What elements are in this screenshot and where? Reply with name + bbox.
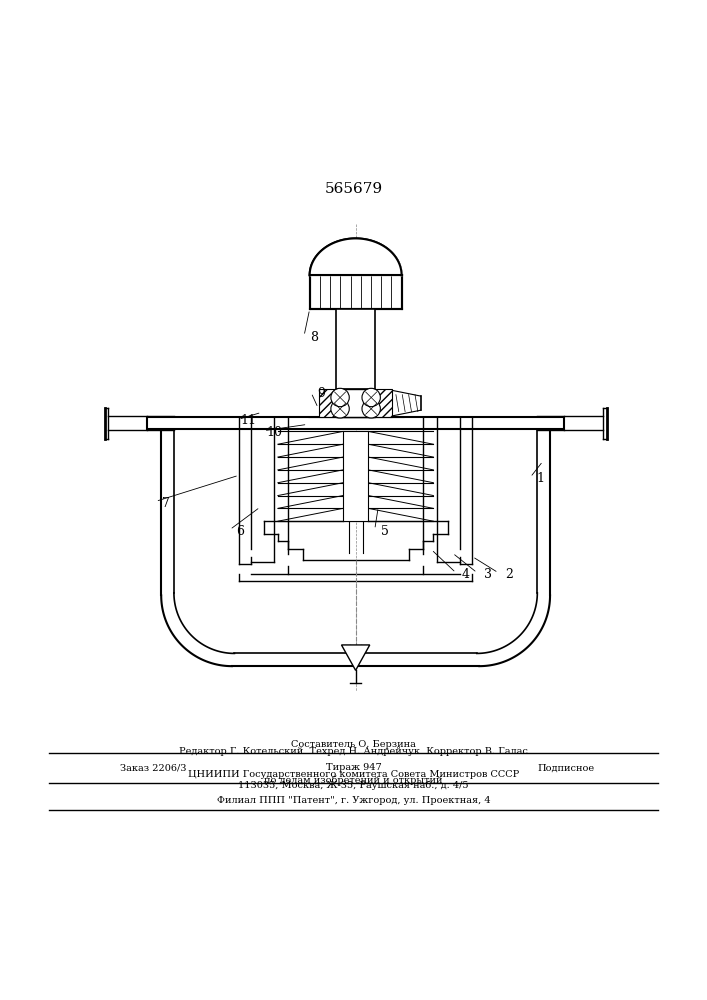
Text: 565679: 565679 [325,182,382,196]
Circle shape [331,388,349,407]
Text: 5: 5 [381,525,390,538]
Text: Филиал ППП "Патент", г. Ужгород, ул. Проектная, 4: Филиал ППП "Патент", г. Ужгород, ул. Про… [216,796,491,805]
Text: 4: 4 [461,568,469,581]
Text: 2: 2 [505,568,513,581]
Text: Составитель О. Берзина: Составитель О. Берзина [291,740,416,749]
Text: 3: 3 [484,568,492,581]
Text: 9: 9 [317,387,326,400]
Circle shape [362,388,380,407]
Bar [147,417,564,429]
Bar [343,431,368,521]
Bar [336,309,375,389]
Text: 113035, Москва, Ж-35, Раушская наб., д. 4/5: 113035, Москва, Ж-35, Раушская наб., д. … [238,781,469,790]
Text: 11: 11 [241,414,257,427]
Text: по делам изобретений и открытий: по делам изобретений и открытий [264,775,443,785]
Circle shape [331,400,349,418]
Text: Редактор Г. Котельский  Техред Н. Андрейчук  Корректор В. Галас: Редактор Г. Котельский Техред Н. Андрейч… [179,747,528,756]
Text: 6: 6 [236,525,245,538]
Circle shape [362,400,380,418]
Text: Тираж 947: Тираж 947 [326,763,381,772]
Text: 8: 8 [310,331,319,344]
Text: ЦНИИПИ Государственного комитета Совета Министров СССР: ЦНИИПИ Государственного комитета Совета … [188,770,519,779]
Text: 7: 7 [162,497,170,510]
Bar [319,389,392,417]
Text: Заказ 2206/3: Заказ 2206/3 [120,763,187,772]
Bar [336,389,375,417]
Text: Подписное: Подписное [537,763,594,772]
Text: 10: 10 [267,426,282,439]
Polygon shape [341,645,370,670]
Bar [310,275,402,309]
Text: 1: 1 [537,472,545,485]
